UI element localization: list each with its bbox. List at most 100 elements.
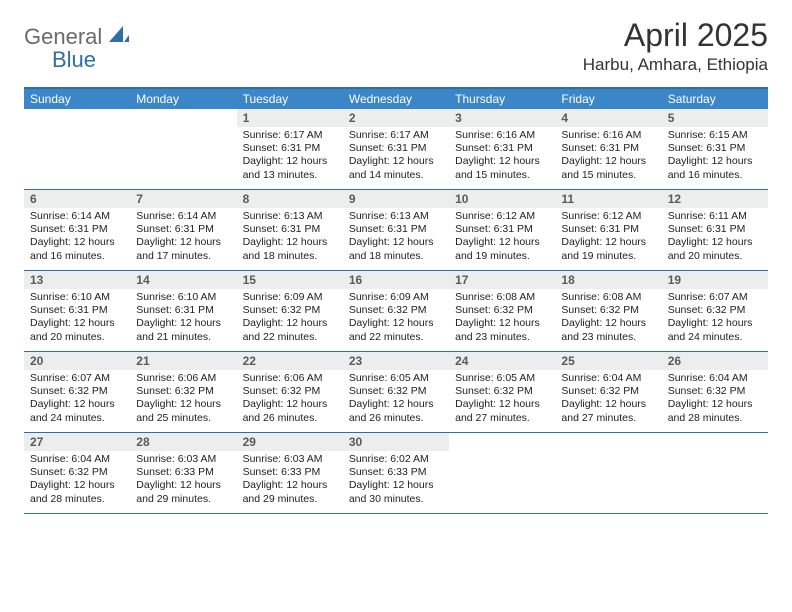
sunrise-text: Sunrise: 6:07 AM (30, 372, 124, 385)
day-body: Sunrise: 6:15 AMSunset: 6:31 PMDaylight:… (662, 127, 768, 186)
day-cell: 13Sunrise: 6:10 AMSunset: 6:31 PMDayligh… (24, 271, 130, 351)
daylight-text: Daylight: 12 hours and 26 minutes. (349, 398, 443, 424)
sunrise-text: Sunrise: 6:06 AM (136, 372, 230, 385)
day-cell: 3Sunrise: 6:16 AMSunset: 6:31 PMDaylight… (449, 109, 555, 189)
day-cell: . (130, 109, 236, 189)
daylight-text: Daylight: 12 hours and 18 minutes. (243, 236, 337, 262)
day-cell: . (662, 433, 768, 513)
day-cell: 17Sunrise: 6:08 AMSunset: 6:32 PMDayligh… (449, 271, 555, 351)
sunrise-text: Sunrise: 6:12 AM (455, 210, 549, 223)
week-row: 13Sunrise: 6:10 AMSunset: 6:31 PMDayligh… (24, 271, 768, 352)
week-row: 6Sunrise: 6:14 AMSunset: 6:31 PMDaylight… (24, 190, 768, 271)
daylight-text: Daylight: 12 hours and 20 minutes. (30, 317, 124, 343)
day-number: 11 (555, 190, 661, 208)
day-cell: 7Sunrise: 6:14 AMSunset: 6:31 PMDaylight… (130, 190, 236, 270)
sunset-text: Sunset: 6:31 PM (668, 142, 762, 155)
day-number: 20 (24, 352, 130, 370)
sunrise-text: Sunrise: 6:17 AM (349, 129, 443, 142)
header: General Blue April 2025 Harbu, Amhara, E… (24, 18, 768, 75)
daylight-text: Daylight: 12 hours and 27 minutes. (561, 398, 655, 424)
weekday-mon: Monday (130, 89, 236, 109)
day-cell: 2Sunrise: 6:17 AMSunset: 6:31 PMDaylight… (343, 109, 449, 189)
day-body: Sunrise: 6:14 AMSunset: 6:31 PMDaylight:… (24, 208, 130, 267)
sunset-text: Sunset: 6:31 PM (561, 142, 655, 155)
day-number: 30 (343, 433, 449, 451)
weekday-fri: Friday (555, 89, 661, 109)
sunrise-text: Sunrise: 6:05 AM (349, 372, 443, 385)
location: Harbu, Amhara, Ethiopia (583, 55, 768, 75)
logo-general: General (24, 24, 102, 49)
day-cell: 26Sunrise: 6:04 AMSunset: 6:32 PMDayligh… (662, 352, 768, 432)
day-cell: 28Sunrise: 6:03 AMSunset: 6:33 PMDayligh… (130, 433, 236, 513)
daylight-text: Daylight: 12 hours and 18 minutes. (349, 236, 443, 262)
week-row: ..1Sunrise: 6:17 AMSunset: 6:31 PMDaylig… (24, 109, 768, 190)
day-cell: 12Sunrise: 6:11 AMSunset: 6:31 PMDayligh… (662, 190, 768, 270)
sunset-text: Sunset: 6:31 PM (30, 223, 124, 236)
sunrise-text: Sunrise: 6:15 AM (668, 129, 762, 142)
day-cell: 14Sunrise: 6:10 AMSunset: 6:31 PMDayligh… (130, 271, 236, 351)
sunset-text: Sunset: 6:32 PM (30, 385, 124, 398)
logo: General Blue (24, 18, 129, 72)
day-body: Sunrise: 6:04 AMSunset: 6:32 PMDaylight:… (555, 370, 661, 429)
sunrise-text: Sunrise: 6:04 AM (668, 372, 762, 385)
daylight-text: Daylight: 12 hours and 28 minutes. (668, 398, 762, 424)
day-body: Sunrise: 6:07 AMSunset: 6:32 PMDaylight:… (24, 370, 130, 429)
sunrise-text: Sunrise: 6:08 AM (455, 291, 549, 304)
sunset-text: Sunset: 6:33 PM (243, 466, 337, 479)
week-row: 27Sunrise: 6:04 AMSunset: 6:32 PMDayligh… (24, 433, 768, 514)
sunset-text: Sunset: 6:31 PM (243, 223, 337, 236)
day-cell: 11Sunrise: 6:12 AMSunset: 6:31 PMDayligh… (555, 190, 661, 270)
daylight-text: Daylight: 12 hours and 21 minutes. (136, 317, 230, 343)
sunrise-text: Sunrise: 6:16 AM (455, 129, 549, 142)
logo-text: General Blue (24, 26, 129, 72)
sunrise-text: Sunrise: 6:11 AM (668, 210, 762, 223)
day-cell: 16Sunrise: 6:09 AMSunset: 6:32 PMDayligh… (343, 271, 449, 351)
sunset-text: Sunset: 6:31 PM (455, 223, 549, 236)
daylight-text: Daylight: 12 hours and 24 minutes. (30, 398, 124, 424)
sunrise-text: Sunrise: 6:09 AM (349, 291, 443, 304)
sunset-text: Sunset: 6:31 PM (30, 304, 124, 317)
day-body: Sunrise: 6:16 AMSunset: 6:31 PMDaylight:… (555, 127, 661, 186)
sunset-text: Sunset: 6:31 PM (243, 142, 337, 155)
weekday-sat: Saturday (662, 89, 768, 109)
sunset-text: Sunset: 6:32 PM (668, 385, 762, 398)
day-number: 28 (130, 433, 236, 451)
day-cell: 29Sunrise: 6:03 AMSunset: 6:33 PMDayligh… (237, 433, 343, 513)
day-body: Sunrise: 6:08 AMSunset: 6:32 PMDaylight:… (555, 289, 661, 348)
day-number: 19 (662, 271, 768, 289)
day-number: 12 (662, 190, 768, 208)
daylight-text: Daylight: 12 hours and 15 minutes. (561, 155, 655, 181)
day-number: 3 (449, 109, 555, 127)
sunset-text: Sunset: 6:31 PM (455, 142, 549, 155)
day-body: Sunrise: 6:16 AMSunset: 6:31 PMDaylight:… (449, 127, 555, 186)
day-body: Sunrise: 6:03 AMSunset: 6:33 PMDaylight:… (130, 451, 236, 510)
daylight-text: Daylight: 12 hours and 29 minutes. (243, 479, 337, 505)
day-number: 14 (130, 271, 236, 289)
day-body: Sunrise: 6:04 AMSunset: 6:32 PMDaylight:… (662, 370, 768, 429)
sunset-text: Sunset: 6:32 PM (561, 304, 655, 317)
daylight-text: Daylight: 12 hours and 13 minutes. (243, 155, 337, 181)
week-row: 20Sunrise: 6:07 AMSunset: 6:32 PMDayligh… (24, 352, 768, 433)
weeks-container: ..1Sunrise: 6:17 AMSunset: 6:31 PMDaylig… (24, 109, 768, 514)
day-cell: 25Sunrise: 6:04 AMSunset: 6:32 PMDayligh… (555, 352, 661, 432)
day-number: 8 (237, 190, 343, 208)
day-number: 5 (662, 109, 768, 127)
day-body: Sunrise: 6:10 AMSunset: 6:31 PMDaylight:… (130, 289, 236, 348)
day-cell: 21Sunrise: 6:06 AMSunset: 6:32 PMDayligh… (130, 352, 236, 432)
sunrise-text: Sunrise: 6:06 AM (243, 372, 337, 385)
day-cell: 1Sunrise: 6:17 AMSunset: 6:31 PMDaylight… (237, 109, 343, 189)
sunrise-text: Sunrise: 6:16 AM (561, 129, 655, 142)
sunset-text: Sunset: 6:31 PM (349, 223, 443, 236)
sunrise-text: Sunrise: 6:03 AM (243, 453, 337, 466)
day-cell: 19Sunrise: 6:07 AMSunset: 6:32 PMDayligh… (662, 271, 768, 351)
day-number: 18 (555, 271, 661, 289)
sunrise-text: Sunrise: 6:10 AM (30, 291, 124, 304)
daylight-text: Daylight: 12 hours and 16 minutes. (30, 236, 124, 262)
sunset-text: Sunset: 6:31 PM (668, 223, 762, 236)
sunset-text: Sunset: 6:33 PM (136, 466, 230, 479)
sunrise-text: Sunrise: 6:14 AM (136, 210, 230, 223)
sunrise-text: Sunrise: 6:12 AM (561, 210, 655, 223)
daylight-text: Daylight: 12 hours and 28 minutes. (30, 479, 124, 505)
page: General Blue April 2025 Harbu, Amhara, E… (0, 0, 792, 514)
day-body: Sunrise: 6:10 AMSunset: 6:31 PMDaylight:… (24, 289, 130, 348)
